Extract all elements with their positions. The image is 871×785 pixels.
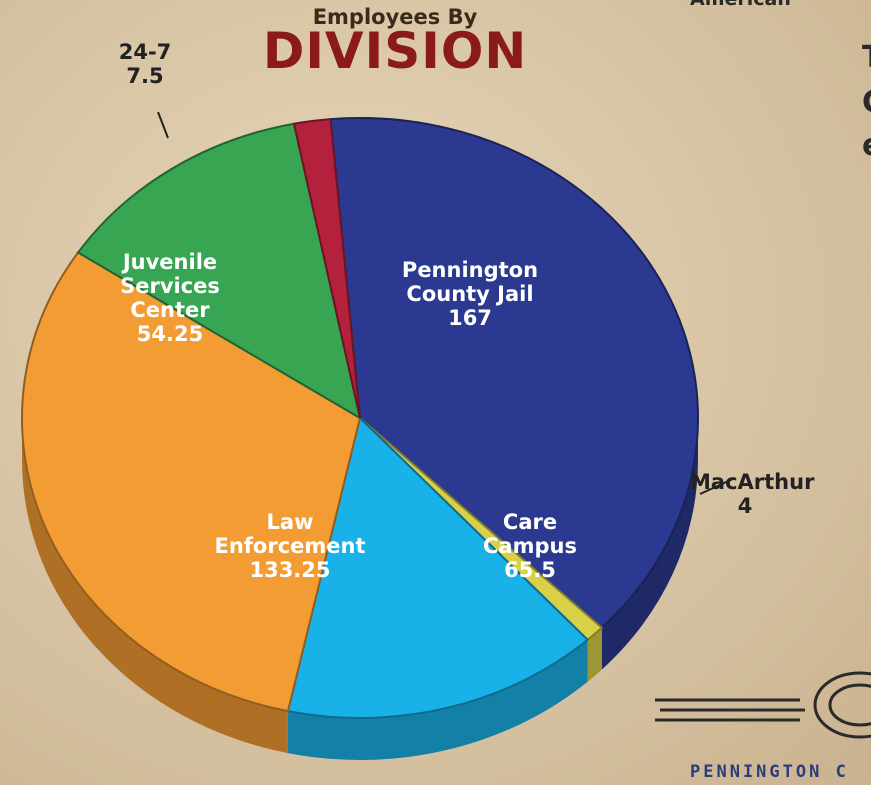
category-label: Juvenile Services Center	[120, 250, 220, 322]
slice-label: MacArthur 4	[690, 470, 815, 518]
slice-label: Law Enforcement 133.25	[190, 510, 390, 582]
background-text: C	[862, 85, 871, 120]
leader-line	[157, 111, 169, 139]
slice-side	[587, 627, 602, 682]
logo	[655, 671, 871, 739]
value-label: 4	[737, 494, 753, 518]
slice-label: Care Campus 65.5	[460, 510, 600, 582]
pie-tops	[21, 117, 699, 719]
slice	[292, 118, 361, 419]
category-label: Pennington County Jail	[401, 258, 539, 306]
pie-sides	[22, 418, 698, 760]
background-text: American	[690, 0, 791, 10]
leader-line	[699, 477, 736, 495]
chart-title: Employees By	[312, 5, 478, 29]
background-text: T	[862, 40, 871, 75]
category-label: 24-7	[118, 40, 172, 64]
background-text: PENNINGTON C	[690, 762, 849, 782]
value-label: 54.25	[136, 322, 204, 346]
slice-label: Pennington County Jail 167	[380, 258, 560, 330]
category-label: Law Enforcement	[214, 510, 366, 558]
slice	[329, 117, 699, 629]
value-label: 167	[448, 306, 492, 330]
category-label: MacArthur	[690, 470, 815, 494]
category-label: Care Campus	[483, 510, 577, 558]
slice-label: 24-7 7.5	[95, 40, 195, 88]
value-label: 65.5	[504, 558, 556, 582]
chart-subtitle: DIVISION	[262, 22, 528, 80]
slice-side	[601, 418, 698, 670]
slice	[286, 416, 590, 719]
slice	[76, 122, 362, 421]
background-text: e	[862, 128, 871, 163]
value-label: 7.5	[126, 64, 164, 88]
slice-label: Juvenile Services Center 54.25	[95, 250, 245, 346]
slice-side	[22, 418, 288, 754]
slice-side	[287, 639, 588, 760]
value-label: 133.25	[249, 558, 331, 582]
slice	[21, 251, 362, 713]
